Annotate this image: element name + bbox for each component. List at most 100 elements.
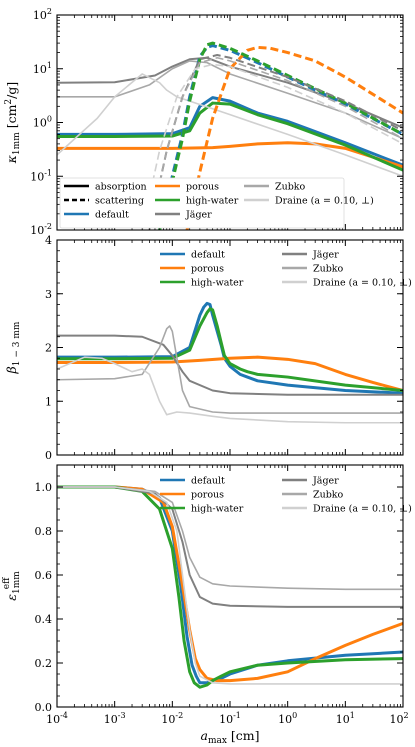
series-zubko bbox=[57, 325, 403, 414]
legend-label: porous bbox=[191, 264, 224, 275]
series-default bbox=[57, 485, 403, 685]
series-porous bbox=[57, 355, 403, 392]
series-draine bbox=[57, 486, 403, 685]
series-highwater bbox=[57, 307, 403, 392]
legend-label: default bbox=[191, 250, 225, 261]
series-highwater bbox=[57, 485, 403, 689]
x-tick-base: 10 bbox=[46, 713, 60, 726]
series-zubko bbox=[57, 486, 403, 591]
legend-label: high-water bbox=[191, 504, 244, 515]
x-tick-exp: -2 bbox=[175, 711, 183, 720]
y-tick-label: 0.0 bbox=[35, 701, 53, 714]
series-default bbox=[57, 301, 403, 395]
x-tick-exp: 0 bbox=[292, 711, 297, 720]
y-tick-label: 102 bbox=[33, 7, 52, 22]
y-tick-label: 101 bbox=[33, 61, 52, 76]
series-group bbox=[57, 41, 403, 230]
ylabel-part: κ bbox=[4, 154, 19, 164]
legend-label: Jäger bbox=[185, 210, 212, 221]
legend-label: Draine (a = 0.10, ⊥) bbox=[313, 278, 412, 289]
ylabel-part: 2 bbox=[4, 99, 14, 105]
ylabel-part: 1mm bbox=[12, 571, 22, 594]
series-jager bbox=[57, 486, 403, 608]
y-tick-label: 100 bbox=[33, 115, 52, 130]
x-tick-base: 10 bbox=[104, 713, 118, 726]
y-tick-exp: 2 bbox=[47, 7, 52, 16]
panel-epsilon: 0.00.20.40.60.81.010-4 10-3 10-2 10-1 100 101… bbox=[2, 464, 412, 746]
legend-label: Draine (a = 0.10, ⊥) bbox=[313, 504, 412, 515]
series-jager-abs bbox=[57, 56, 403, 129]
y-tick-label: 0.4 bbox=[35, 613, 53, 626]
y-tick-label: 10-2 bbox=[30, 222, 52, 237]
series-zubko-sca bbox=[148, 56, 403, 230]
y-tick-base: 10 bbox=[30, 224, 44, 237]
panel-beta: 0 1 2 3 4 β1 − 3 mm default Jäger porous Zubko hig… bbox=[4, 234, 412, 462]
x-tick-base: 10 bbox=[389, 713, 403, 726]
xlabel-part: max bbox=[208, 736, 227, 746]
series-default-abs bbox=[57, 96, 403, 167]
y-tick-label: 10-1 bbox=[30, 168, 52, 183]
x-tick-label: 10-3 bbox=[104, 711, 126, 726]
x-tick-base: 10 bbox=[336, 713, 350, 726]
x-tick-base: 10 bbox=[219, 713, 233, 726]
ylabel-part: eff bbox=[2, 577, 12, 589]
xlabel-part: a bbox=[200, 728, 207, 743]
legend: default Jäger porous Zubko high-water Draine … bbox=[160, 250, 412, 289]
y-tick-label: 0.6 bbox=[35, 569, 53, 582]
series-jager bbox=[57, 334, 403, 396]
x-tick-exp: 2 bbox=[403, 711, 408, 720]
series-porous bbox=[57, 485, 403, 683]
x-tick-exp: -4 bbox=[60, 711, 68, 720]
y-axis-label: ε1mmeff bbox=[2, 571, 22, 601]
legend-label: high-water bbox=[186, 196, 239, 207]
legend-box bbox=[59, 177, 345, 229]
x-tick-exp: -3 bbox=[118, 711, 126, 720]
x-tick-exp: 1 bbox=[350, 711, 355, 720]
y-tick-label: 1.0 bbox=[35, 481, 53, 494]
y-tick-exp: 0 bbox=[47, 115, 52, 124]
y-tick-base: 10 bbox=[30, 170, 44, 183]
series-draine-sca bbox=[141, 63, 403, 230]
legend-label: high-water bbox=[191, 278, 244, 289]
y-tick-exp: -1 bbox=[44, 168, 52, 177]
y-tick-exp: -2 bbox=[44, 222, 52, 231]
legend-label: porous bbox=[191, 490, 224, 501]
x-tick-base: 10 bbox=[161, 713, 175, 726]
y-tick-base: 10 bbox=[33, 63, 47, 76]
y-tick-label: 0 bbox=[45, 449, 52, 462]
y-tick-label: 1 bbox=[45, 395, 52, 408]
ylabel-part: ε bbox=[4, 594, 19, 601]
x-tick-label: 10-2 bbox=[161, 711, 183, 726]
legend: default Jäger porous Zubko high-water Draine … bbox=[160, 476, 412, 515]
series-highwater-abs bbox=[57, 101, 403, 172]
y-tick-label: 3 bbox=[45, 288, 52, 301]
y-axis-label: κ1mm [cm2/g] bbox=[4, 82, 22, 165]
x-tick-exp: -1 bbox=[233, 711, 241, 720]
series-porous-abs bbox=[57, 141, 403, 169]
y-tick-label: 0.8 bbox=[35, 525, 53, 538]
y-tick-base: 10 bbox=[33, 117, 47, 130]
ylabel-part: /g] bbox=[4, 82, 19, 99]
legend-label: Zubko bbox=[313, 264, 344, 275]
y-tick-base: 10 bbox=[33, 9, 47, 22]
y-tick-label: 4 bbox=[45, 234, 52, 247]
x-axis-label: amax [cm] bbox=[200, 728, 259, 746]
legend-label: default bbox=[191, 476, 225, 487]
legend-label: Draine (a = 0.10, ⊥) bbox=[275, 196, 374, 207]
y-tick-label: 0.2 bbox=[35, 657, 53, 670]
legend-label: Zubko bbox=[275, 182, 306, 193]
ylabel-part: 1 − 3 mm bbox=[12, 321, 22, 366]
legend-label: Jäger bbox=[312, 250, 339, 261]
series-draine bbox=[57, 356, 403, 424]
ylabel-part: β bbox=[4, 366, 19, 374]
y-tick-exp: 1 bbox=[47, 61, 52, 70]
series-group bbox=[57, 485, 403, 689]
legend: absorption scattering default porous high-wa… bbox=[59, 177, 374, 229]
y-axis-label: β1 − 3 mm bbox=[4, 321, 22, 374]
legend-label: Zubko bbox=[313, 490, 344, 501]
xlabel-part: [cm] bbox=[227, 728, 260, 743]
legend-label: porous bbox=[186, 182, 219, 193]
ylabel-part: 1mm bbox=[12, 132, 22, 155]
